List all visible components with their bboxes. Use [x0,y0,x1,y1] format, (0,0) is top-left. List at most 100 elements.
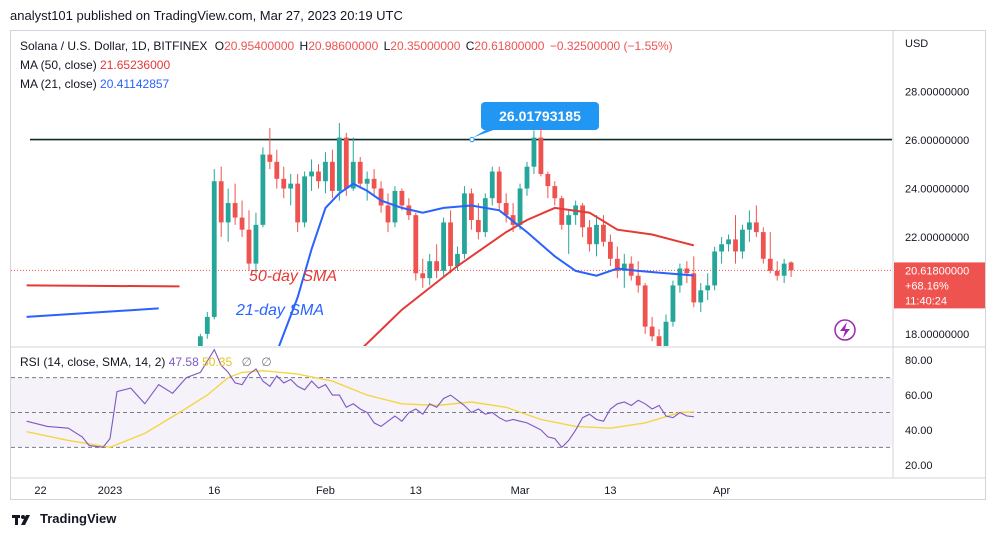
candle-body[interactable] [733,239,738,252]
candle-body[interactable] [225,203,231,223]
candle-body[interactable] [434,261,440,271]
candle-body[interactable] [788,262,794,271]
candle-body[interactable] [462,193,467,254]
candle-body[interactable] [538,137,544,174]
candle-body[interactable] [413,215,419,274]
candle-body[interactable] [260,154,266,225]
candle-body[interactable] [719,244,724,252]
candle-body[interactable] [559,198,565,225]
sma50-annotation: 50-day SMA [249,268,337,285]
candle-body[interactable] [427,261,433,279]
candle-body[interactable] [656,336,662,346]
candle-body[interactable] [677,268,683,286]
candle-body[interactable] [455,253,460,267]
candle-body[interactable] [601,224,606,242]
candle-body[interactable] [767,258,773,271]
candle-body[interactable] [726,239,731,245]
candle-body[interactable] [309,171,314,177]
candle-body[interactable] [274,161,280,179]
candle-body[interactable] [482,198,488,233]
candle-body[interactable] [635,275,641,286]
candle-body[interactable] [503,203,509,216]
candle-body[interactable] [614,258,620,271]
candle-body[interactable] [747,222,752,230]
candle-body[interactable] [357,161,363,184]
prior-ma50-line [26,284,180,288]
ma50-legend: MA (50, close) 21.65236000 [20,58,170,72]
candle-body[interactable] [295,183,301,223]
candle-body[interactable] [740,229,745,252]
candle-body[interactable] [663,321,669,346]
candle-body[interactable] [420,273,426,279]
candle-body[interactable] [531,137,537,167]
rsi-line [26,348,694,449]
candle-body[interactable] [469,193,474,220]
chart-frame [10,30,986,500]
candle-body[interactable] [712,251,718,286]
candle-body[interactable] [545,173,551,187]
candle-body[interactable] [218,181,224,223]
visibility-icon[interactable]: ∅ [241,355,252,369]
candle-body[interactable] [211,181,217,317]
candle-body[interactable] [517,188,523,225]
candle-body[interactable] [524,166,530,189]
candle-body[interactable] [302,176,307,223]
candle-body[interactable] [475,220,481,233]
candle-body[interactable] [323,161,328,182]
candle-body[interactable] [781,263,787,276]
candle-body[interactable] [705,285,711,291]
candle-body[interactable] [392,190,398,223]
candle-body[interactable] [267,154,273,162]
candle-body[interactable] [364,178,370,184]
price-tick-label: 28.00000000 [905,87,969,99]
time-tick-label: Apr [713,485,730,497]
visibility-icon-2[interactable]: ∅ [261,355,272,369]
candle-body[interactable] [594,224,599,245]
candle-body[interactable] [343,137,349,189]
candle-body[interactable] [587,227,592,245]
candle-body[interactable] [336,137,342,191]
candle-body[interactable] [580,205,585,228]
candle-body[interactable] [552,186,558,199]
candle-body[interactable] [385,205,391,223]
candle-body[interactable] [204,316,210,334]
candle-body[interactable] [753,222,759,233]
candle-body[interactable] [316,171,321,182]
candle-body[interactable] [239,217,245,230]
candle-body[interactable] [448,222,453,267]
rsi-tick-label: 60.00 [905,390,933,402]
candle-body[interactable] [496,171,502,204]
candle-body[interactable] [608,241,613,259]
ohlc-low-key: L [383,39,391,53]
ma21-legend-label: MA (21, close) [20,77,97,91]
last-price-badge-pct: +68.16% [905,280,949,292]
candle-body[interactable] [246,229,252,264]
candle-body[interactable] [399,190,405,206]
candle-body[interactable] [642,285,648,327]
price-callout[interactable] [481,102,599,130]
candle-body[interactable] [774,270,780,276]
candle-body[interactable] [649,326,655,337]
candle-body[interactable] [232,203,238,218]
candle-body[interactable] [489,171,495,199]
candle-body[interactable] [684,268,690,274]
candle-body[interactable] [330,161,335,191]
candle-body[interactable] [253,224,259,264]
tradingview-logo-icon [12,515,30,526]
candle-body[interactable] [371,178,377,189]
candle-body[interactable] [566,215,572,225]
last-price-badge-timer: 11:40:24 [905,295,947,307]
candle-body[interactable] [281,178,287,189]
candle-body[interactable] [760,232,766,259]
candle-body[interactable] [288,183,294,189]
candle-body[interactable] [691,273,697,303]
time-tick-label: 16 [208,485,220,497]
candle-body[interactable] [698,290,704,303]
candle-body[interactable] [350,161,356,189]
candle-body[interactable] [197,336,203,346]
candle-body[interactable] [670,285,676,322]
candle-body[interactable] [441,222,446,271]
candle-body[interactable] [621,263,627,271]
candle-body[interactable] [378,188,384,206]
